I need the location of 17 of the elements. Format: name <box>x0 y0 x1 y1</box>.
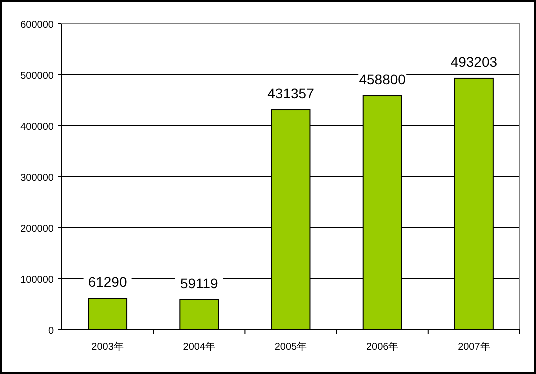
data-label: 493203 <box>450 54 498 70</box>
x-tick-label: 2005年 <box>274 341 308 353</box>
x-tick-label: 2004年 <box>183 341 216 353</box>
y-tick-label: 200000 <box>20 224 54 235</box>
y-tick-label: 0 <box>48 326 54 337</box>
x-tick-label: 2003年 <box>92 341 124 353</box>
y-tick-label: 600000 <box>20 20 54 31</box>
y-tick-label: 300000 <box>20 173 54 184</box>
data-label: 59119 <box>180 275 219 292</box>
x-tick-label: 2006年 <box>366 341 399 353</box>
data-label: 61290 <box>88 274 128 290</box>
y-tick-label: 100000 <box>20 275 54 286</box>
data-label: 431357 <box>268 85 315 102</box>
y-tick-label: 400000 <box>20 122 54 133</box>
data-label: 458800 <box>359 71 406 88</box>
x-tick-label: 2007年 <box>458 341 490 353</box>
y-tick-label: 500000 <box>20 71 54 82</box>
